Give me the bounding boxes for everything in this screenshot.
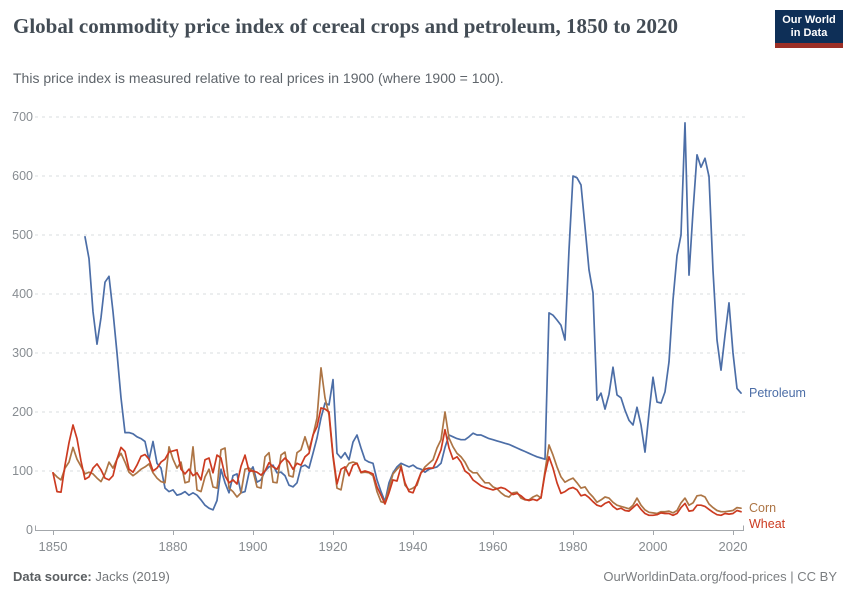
x-tick-label-1940: 1940: [399, 539, 428, 554]
x-tick-label-1880: 1880: [159, 539, 188, 554]
y-tick-label-600: 600: [12, 169, 33, 183]
attribution-link[interactable]: OurWorldinData.org/food-prices | CC BY: [603, 569, 837, 584]
corn-line: [52, 366, 742, 515]
chart-subtitle: This price index is measured relative to…: [13, 70, 504, 86]
petroleum-series-label: Petroleum: [749, 386, 806, 401]
x-tick-label-1960: 1960: [479, 539, 508, 554]
y-tick-label-100: 100: [12, 464, 33, 478]
corn-series-label: Corn: [749, 501, 777, 516]
petroleum-line: [84, 122, 742, 511]
y-tick-label-700: 700: [12, 110, 33, 124]
y-tick-label-400: 400: [12, 287, 33, 301]
y-tick-label-300: 300: [12, 346, 33, 360]
y-tick-label-0: 0: [26, 523, 33, 537]
x-tick-label-1900: 1900: [239, 539, 268, 554]
x-tick-label-1980: 1980: [559, 539, 588, 554]
x-tick-label-2020: 2020: [719, 539, 748, 554]
data-source: Data source: Jacks (2019): [13, 569, 170, 584]
page-title: Global commodity price index of cereal c…: [13, 14, 678, 38]
data-source-label: Data source:: [13, 569, 92, 584]
x-tick-label-1850: 1850: [39, 539, 68, 554]
x-tick-label-1920: 1920: [319, 539, 348, 554]
wheat-series-label: Wheat: [749, 517, 786, 532]
owid-logo[interactable]: Our World in Data: [775, 10, 843, 48]
wheat-line: [52, 407, 742, 517]
y-tick-label-500: 500: [12, 228, 33, 242]
chart-footer: Data source: Jacks (2019) OurWorldinData…: [13, 569, 837, 584]
data-source-value: Jacks (2019): [91, 569, 170, 584]
x-tick-label-2000: 2000: [639, 539, 668, 554]
owid-logo-line2: in Data: [790, 26, 828, 39]
owid-logo-line1: Our World: [782, 14, 836, 26]
y-tick-label-200: 200: [12, 405, 33, 419]
